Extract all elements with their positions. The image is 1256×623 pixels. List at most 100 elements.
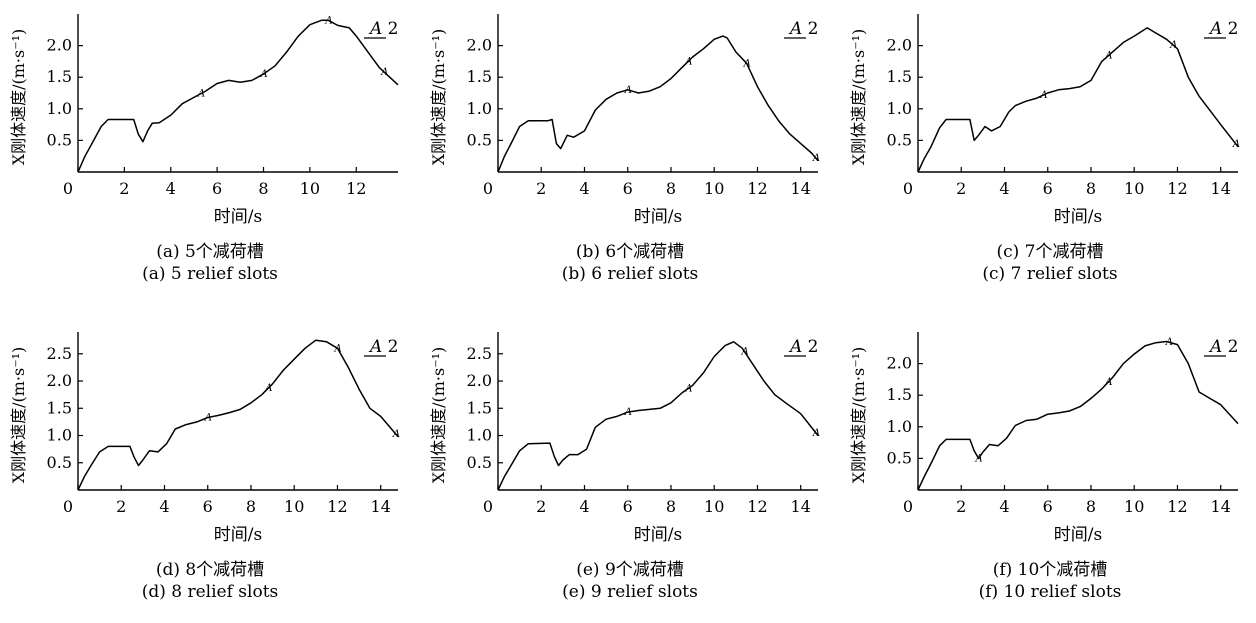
caption-en: (e) 9 relief slots [562,582,698,602]
series-marker: A [1165,337,1173,348]
caption-en: (a) 5 relief slots [142,264,278,284]
x-tick-label: 8 [246,497,256,516]
x-tick-label: 6 [1043,497,1053,516]
chart-d: 0.5 1.0 1.5 2.0 2.5 0 2 4 6 8 10 12 14 X刚体速度/(m·s⁻¹) 时… [9,332,400,545]
series-marker: A [204,413,212,424]
y-tick-label: 0.5 [47,453,72,472]
x-tick-label: 0 [63,497,73,516]
legend-letter: A [788,337,802,357]
chart-b: 0.5 1.0 1.5 2.0 0 2 4 6 8 10 12 14 X刚体速度/(m·s⁻¹) 时间/s… [429,14,820,227]
x-tick-label: 12 [747,179,767,198]
y-tick-label: 1.5 [467,398,492,417]
x-tick-label: 12 [346,179,366,198]
x-tick-label: 8 [666,179,676,198]
series-marker: A [1039,90,1047,101]
x-tick-label: 6 [212,179,222,198]
x-tick-label: 4 [166,179,176,198]
x-tick-label: 8 [666,497,676,516]
y-tick-label: 1.5 [887,385,912,404]
x-tick-label: 12 [1167,497,1187,516]
y-tick-label: 0.5 [887,130,912,149]
series-marker: A [684,56,692,67]
caption-cn: (a) 5个减荷槽 [156,242,264,262]
x-tick-label: 4 [159,497,169,516]
legend-letter: A [1208,337,1222,357]
x-tick-label: 2 [116,497,126,516]
chart-e: 0.5 1.0 1.5 2.0 2.5 0 2 4 6 8 10 12 14 X刚体速度/(m·s⁻¹) 时… [429,332,820,545]
series-marker: A [333,343,341,354]
series-marker: A [975,453,983,464]
x-axis-label: 时间/s [1054,207,1102,227]
x-tick-label: 2 [536,497,546,516]
x-tick-label: 6 [623,497,633,516]
series-line-a2 [77,19,399,173]
y-tick-label: 0.5 [47,130,72,149]
legend-letter: A [368,337,382,357]
legend-label: A 2 [788,19,819,39]
panel-b: 0.5 1.0 1.5 2.0 0 2 4 6 8 10 12 14 X刚体速度/(m·s⁻¹) 时间/s… [420,0,840,305]
x-tick-label: 4 [999,497,1009,516]
x-tick-label: 2 [956,179,966,198]
x-tick-label: 12 [747,497,767,516]
legend-suffix: 2 [802,337,818,357]
x-tick-label: 0 [63,179,73,198]
caption-cn: (b) 6个减荷槽 [575,242,685,262]
x-tick-label: 6 [1043,179,1053,198]
x-tick-label: 6 [203,497,213,516]
legend-letter: A [1208,19,1222,39]
series-marker: A [197,89,205,100]
y-tick-label: 2.0 [887,354,912,373]
series-marker: A [1232,139,1240,150]
series-marker: A [380,67,388,78]
series-marker: A [1169,40,1177,51]
x-axis-label: 时间/s [634,525,682,545]
y-tick-label: 1.5 [47,398,72,417]
series-marker: A [624,85,632,96]
x-tick-label: 10 [704,179,724,198]
series-line-a2 [917,27,1239,173]
panel-a: 0.5 1.0 1.5 2.0 0 2 4 6 8 10 12 X刚体速度/(m·s⁻¹) 时间/s A A… [0,0,420,305]
legend-suffix: 2 [802,19,818,39]
y-axis-label: X刚体速度/(m·s⁻¹) [849,347,868,484]
y-tick-label: 2.0 [467,36,492,55]
x-tick-label: 0 [903,497,913,516]
x-tick-label: 4 [999,179,1009,198]
panel-c: 0.5 1.0 1.5 2.0 0 2 4 6 8 10 12 14 X刚体速度/(m·s⁻¹) 时间/s… [840,0,1256,305]
series-marker: A [1104,377,1112,388]
y-tick-label: 1.5 [467,67,492,86]
x-tick-label: 12 [1167,179,1187,198]
y-tick-label: 1.5 [887,67,912,86]
panel-e: 0.5 1.0 1.5 2.0 2.5 0 2 4 6 8 10 12 14 X刚体速度/(m·s⁻¹) 时… [420,318,840,623]
y-axis-label: X刚体速度/(m·s⁻¹) [9,29,28,166]
x-tick-label: 6 [623,179,633,198]
x-tick-label: 4 [579,179,589,198]
y-tick-label: 0.5 [887,448,912,467]
caption-en: (d) 8 relief slots [141,582,279,602]
legend-letter: A [368,19,382,39]
y-tick-label: 1.0 [47,426,72,445]
legend-suffix: 2 [1222,19,1238,39]
chart-f: 0.5 1.0 1.5 2.0 0 2 4 6 8 10 12 14 X刚体速度/(m·s⁻¹) 时间/s… [849,332,1239,545]
series-line-a2 [497,341,819,491]
y-tick-label: 1.0 [47,99,72,118]
y-tick-label: 1.0 [887,99,912,118]
caption-cn: (f) 10个减荷槽 [992,560,1108,580]
y-axis-label: X刚体速度/(m·s⁻¹) [9,347,28,484]
x-tick-label: 8 [1086,179,1096,198]
y-axis-label: X刚体速度/(m·s⁻¹) [429,29,448,166]
x-tick-label: 12 [327,497,347,516]
legend-label: A 2 [1208,19,1239,39]
legend-label: A 2 [788,337,819,357]
legend-suffix: 2 [1222,337,1238,357]
series-line-a2 [497,35,819,173]
legend-label: A 2 [368,19,399,39]
series-marker: A [684,383,692,394]
series-marker: A [812,153,820,164]
x-axis-label: 时间/s [214,525,262,545]
series-marker: A [624,407,632,418]
y-tick-label: 0.5 [467,130,492,149]
x-tick-label: 14 [1211,179,1231,198]
legend-label: A 2 [368,337,399,357]
x-tick-label: 14 [791,179,811,198]
